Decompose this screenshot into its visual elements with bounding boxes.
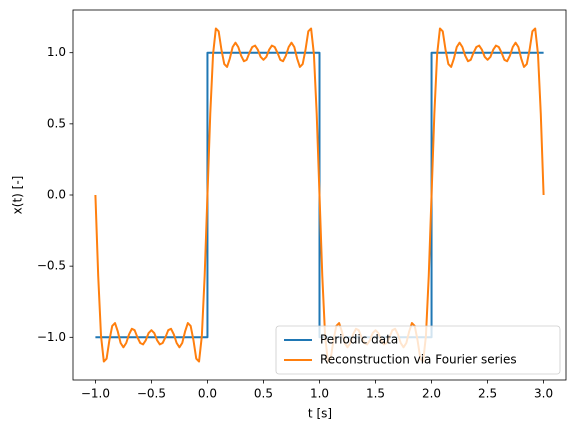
y-tick-label: 0.0 bbox=[47, 188, 66, 202]
legend-box bbox=[275, 325, 561, 375]
x-axis-label: t [s] bbox=[308, 407, 332, 421]
y-axis-label: x(t) [-] bbox=[11, 176, 25, 215]
x-tick-label: 1.0 bbox=[310, 387, 329, 401]
y-tick-label: −1.0 bbox=[37, 330, 66, 344]
x-tick-label: 1.5 bbox=[366, 387, 385, 401]
legend-label: Periodic data bbox=[320, 333, 398, 347]
legend-label: Reconstruction via Fourier series bbox=[320, 353, 517, 367]
x-tick-label: 0.5 bbox=[254, 387, 273, 401]
x-tick-label: 3.0 bbox=[534, 387, 553, 401]
series-line bbox=[94, 27, 545, 363]
x-tick-label: −0.5 bbox=[137, 387, 166, 401]
x-tick-label: −1.0 bbox=[81, 387, 110, 401]
y-tick-label: −0.5 bbox=[37, 259, 66, 273]
x-tick-label: 2.0 bbox=[422, 387, 441, 401]
y-tick-label: 0.5 bbox=[47, 116, 66, 130]
plot-frame bbox=[72, 9, 567, 381]
x-tick-label: 2.5 bbox=[478, 387, 497, 401]
x-tick-label: 0.0 bbox=[198, 387, 217, 401]
legend: Periodic data Reconstruction via Fourier … bbox=[275, 325, 561, 375]
y-tick-label: 1.0 bbox=[47, 45, 66, 59]
